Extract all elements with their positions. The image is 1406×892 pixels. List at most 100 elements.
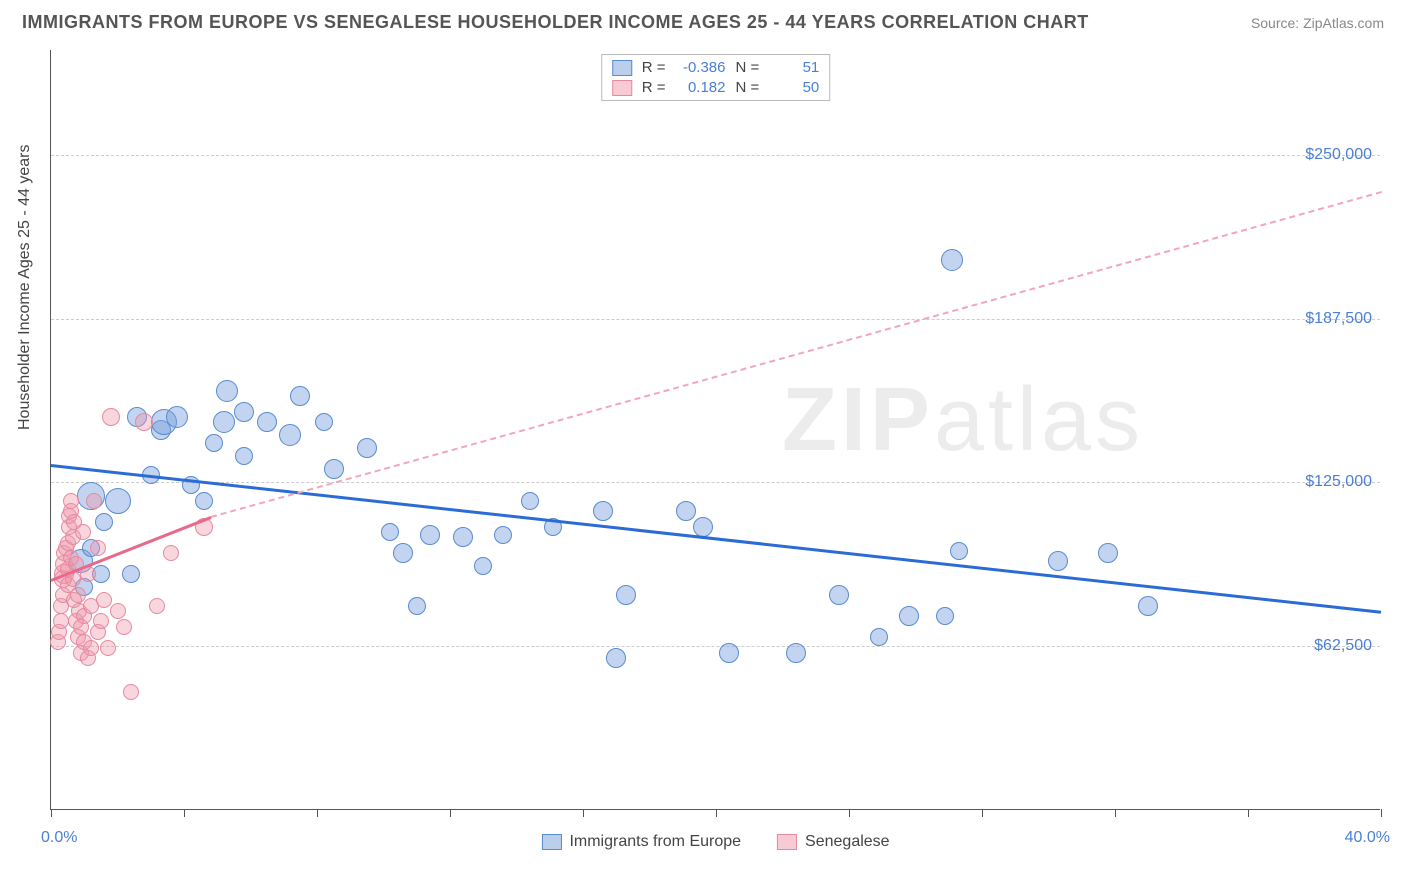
data-point xyxy=(936,607,954,625)
data-point xyxy=(950,542,968,560)
y-tick-label: $187,500 xyxy=(1305,310,1372,328)
r-label: R = xyxy=(642,59,666,76)
data-point xyxy=(676,501,696,521)
data-point xyxy=(870,628,888,646)
x-tick xyxy=(982,809,983,817)
data-point xyxy=(693,517,713,537)
data-point xyxy=(163,545,179,561)
data-point xyxy=(324,459,344,479)
data-point xyxy=(279,424,301,446)
data-point xyxy=(116,619,132,635)
data-point xyxy=(606,648,626,668)
data-point xyxy=(95,513,113,531)
legend-label: Immigrants from Europe xyxy=(569,833,741,851)
legend-item-europe: Immigrants from Europe xyxy=(541,833,741,851)
data-point xyxy=(899,606,919,626)
data-point xyxy=(616,585,636,605)
data-point xyxy=(234,402,254,422)
data-point xyxy=(235,447,253,465)
gridline xyxy=(51,155,1380,156)
legend-series: Immigrants from Europe Senegalese xyxy=(541,833,889,851)
trend-line-europe xyxy=(51,464,1381,614)
watermark: ZIPatlas xyxy=(782,369,1144,472)
y-tick-label: $125,000 xyxy=(1305,473,1372,491)
legend-row-blue: R = -0.386 N = 51 xyxy=(612,59,820,76)
data-point xyxy=(941,249,963,271)
data-point xyxy=(93,613,109,629)
data-point xyxy=(719,643,739,663)
x-tick xyxy=(583,809,584,817)
data-point xyxy=(453,527,473,547)
n-value-pink: 50 xyxy=(769,79,819,96)
data-point xyxy=(195,492,213,510)
swatch-pink-icon xyxy=(777,834,797,850)
data-point xyxy=(593,501,613,521)
chart-title: IMMIGRANTS FROM EUROPE VS SENEGALESE HOU… xyxy=(22,12,1089,33)
data-point xyxy=(53,613,69,629)
data-point xyxy=(90,540,106,556)
data-point xyxy=(381,523,399,541)
data-point xyxy=(474,557,492,575)
y-axis-title: Householder Income Ages 25 - 44 years xyxy=(16,145,34,431)
x-tick xyxy=(1115,809,1116,817)
x-axis-min-label: 0.0% xyxy=(41,829,77,847)
gridline xyxy=(51,646,1380,647)
data-point xyxy=(786,643,806,663)
legend-label: Senegalese xyxy=(805,833,890,851)
data-point xyxy=(290,386,310,406)
x-tick xyxy=(1248,809,1249,817)
data-point xyxy=(494,526,512,544)
n-label: N = xyxy=(736,59,760,76)
plot-area: ZIPatlas R = -0.386 N = 51 R = 0.182 N =… xyxy=(50,50,1380,810)
data-point xyxy=(105,488,131,514)
x-tick xyxy=(51,809,52,817)
r-value-pink: 0.182 xyxy=(676,79,726,96)
gridline xyxy=(51,319,1380,320)
data-point xyxy=(829,585,849,605)
data-point xyxy=(83,640,99,656)
data-point xyxy=(315,413,333,431)
data-point xyxy=(1138,596,1158,616)
data-point xyxy=(393,543,413,563)
x-tick xyxy=(849,809,850,817)
data-point xyxy=(122,565,140,583)
data-point xyxy=(102,408,120,426)
data-point xyxy=(213,411,235,433)
swatch-blue-icon xyxy=(541,834,561,850)
data-point xyxy=(521,492,539,510)
data-point xyxy=(100,640,116,656)
legend-row-pink: R = 0.182 N = 50 xyxy=(612,79,820,96)
data-point xyxy=(166,406,188,428)
n-value-blue: 51 xyxy=(769,59,819,76)
source-label: Source: ZipAtlas.com xyxy=(1251,15,1384,31)
header-row: IMMIGRANTS FROM EUROPE VS SENEGALESE HOU… xyxy=(0,0,1406,39)
x-tick xyxy=(184,809,185,817)
data-point xyxy=(86,493,102,509)
swatch-pink-icon xyxy=(612,80,632,96)
data-point xyxy=(205,434,223,452)
data-point xyxy=(216,380,238,402)
data-point xyxy=(75,524,91,540)
swatch-blue-icon xyxy=(612,60,632,76)
data-point xyxy=(420,525,440,545)
legend-correlation-box: R = -0.386 N = 51 R = 0.182 N = 50 xyxy=(601,54,831,101)
x-tick xyxy=(317,809,318,817)
y-tick-label: $62,500 xyxy=(1314,637,1372,655)
x-tick xyxy=(1381,809,1382,817)
r-label: R = xyxy=(642,79,666,96)
data-point xyxy=(357,438,377,458)
data-point xyxy=(149,598,165,614)
data-point xyxy=(123,684,139,700)
x-axis-max-label: 40.0% xyxy=(1345,829,1390,847)
data-point xyxy=(408,597,426,615)
y-tick-label: $250,000 xyxy=(1305,146,1372,164)
data-point xyxy=(257,412,277,432)
trend-line-senegalese-extrapolated xyxy=(210,192,1381,519)
legend-item-senegalese: Senegalese xyxy=(777,833,890,851)
data-point xyxy=(135,413,153,431)
n-label: N = xyxy=(736,79,760,96)
r-value-blue: -0.386 xyxy=(676,59,726,76)
data-point xyxy=(1048,551,1068,571)
x-tick xyxy=(716,809,717,817)
data-point xyxy=(1098,543,1118,563)
